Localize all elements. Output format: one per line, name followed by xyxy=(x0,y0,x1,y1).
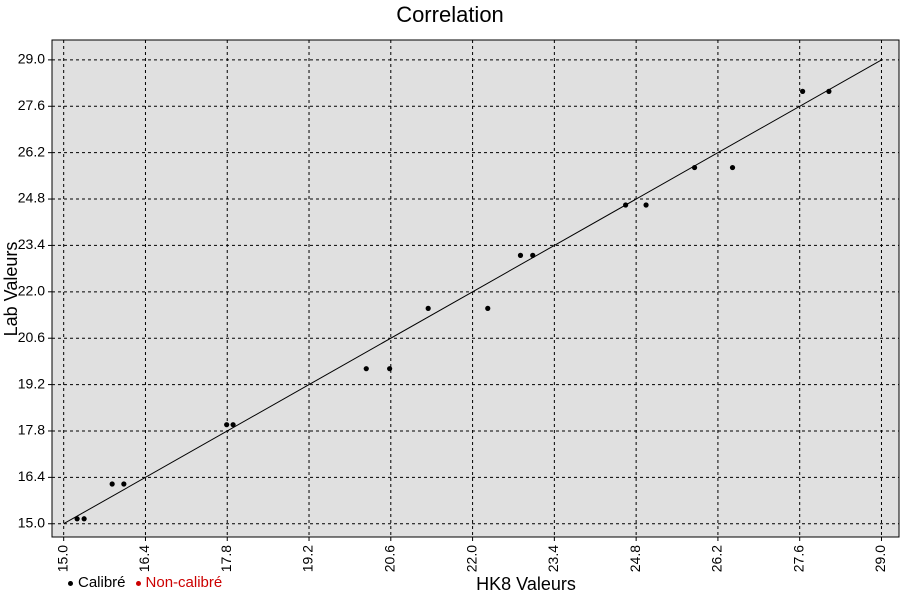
x-tick-label: 20.6 xyxy=(382,545,398,572)
x-tick-label: 23.4 xyxy=(545,545,561,572)
x-tick-label: 17.8 xyxy=(218,545,234,572)
data-point xyxy=(387,366,393,372)
y-tick-label: 17.8 xyxy=(18,422,45,438)
legend-marker-non-calibre-icon xyxy=(135,580,141,586)
x-tick-label: 26.2 xyxy=(709,545,725,572)
y-tick-label: 20.6 xyxy=(18,329,45,345)
y-tick-label: 22.0 xyxy=(18,283,45,299)
y-tick-label: 23.4 xyxy=(18,236,45,252)
data-point xyxy=(363,366,369,372)
data-point xyxy=(643,202,649,208)
y-axis-label: Lab Valeurs xyxy=(1,242,21,337)
x-tick-label: 15.0 xyxy=(54,545,70,572)
plot-area xyxy=(52,40,899,537)
chart-title: Correlation xyxy=(396,2,504,27)
data-point xyxy=(485,305,491,311)
fit-line-group xyxy=(63,59,882,525)
data-point xyxy=(121,481,127,487)
y-tick-label: 15.0 xyxy=(18,514,45,530)
data-point xyxy=(623,202,629,208)
data-point xyxy=(81,516,87,522)
data-point xyxy=(230,422,236,428)
grid-lines xyxy=(52,40,899,537)
legend: Calibré Non-calibré xyxy=(68,573,222,593)
fit-line xyxy=(63,59,882,525)
y-tick-label: 26.2 xyxy=(18,143,45,159)
data-point xyxy=(826,88,832,94)
x-tick-label: 27.6 xyxy=(790,545,806,572)
y-tick-label: 24.8 xyxy=(18,190,45,206)
y-tick-label: 19.2 xyxy=(18,375,45,391)
x-tick-label: 22.0 xyxy=(463,545,479,572)
x-tick-label: 16.4 xyxy=(136,545,152,572)
y-tick-label: 29.0 xyxy=(18,51,45,67)
data-point xyxy=(800,88,806,94)
x-tick-label: 29.0 xyxy=(872,545,888,572)
data-point xyxy=(74,516,80,522)
data-point xyxy=(517,252,524,258)
data-point xyxy=(530,252,536,258)
legend-label-calibre: Calibré xyxy=(78,574,126,591)
data-point xyxy=(729,164,736,171)
data-point xyxy=(691,164,698,171)
legend-marker-calibre-icon xyxy=(68,580,73,586)
axis-ticks: 15.0 16.4 17.8 19.2 20.6 22.0 23.4 24.8 26.2 27.6… xyxy=(18,51,888,573)
data-point xyxy=(224,422,230,428)
legend-item-calibre: Calibré xyxy=(68,573,126,593)
x-axis-label: HK8 Valeurs xyxy=(476,574,576,594)
y-tick-label: 16.4 xyxy=(18,468,45,484)
plot-border xyxy=(51,39,900,538)
x-tick-label: 19.2 xyxy=(300,545,316,572)
x-tick-label: 24.8 xyxy=(627,545,643,572)
data-points xyxy=(74,88,832,522)
legend-label-non-calibre: Non-calibré xyxy=(145,574,223,591)
data-point xyxy=(109,481,115,487)
data-point xyxy=(425,305,431,311)
legend-item-non-calibre: Non-calibré xyxy=(135,573,223,593)
y-tick-label: 27.6 xyxy=(18,97,45,113)
